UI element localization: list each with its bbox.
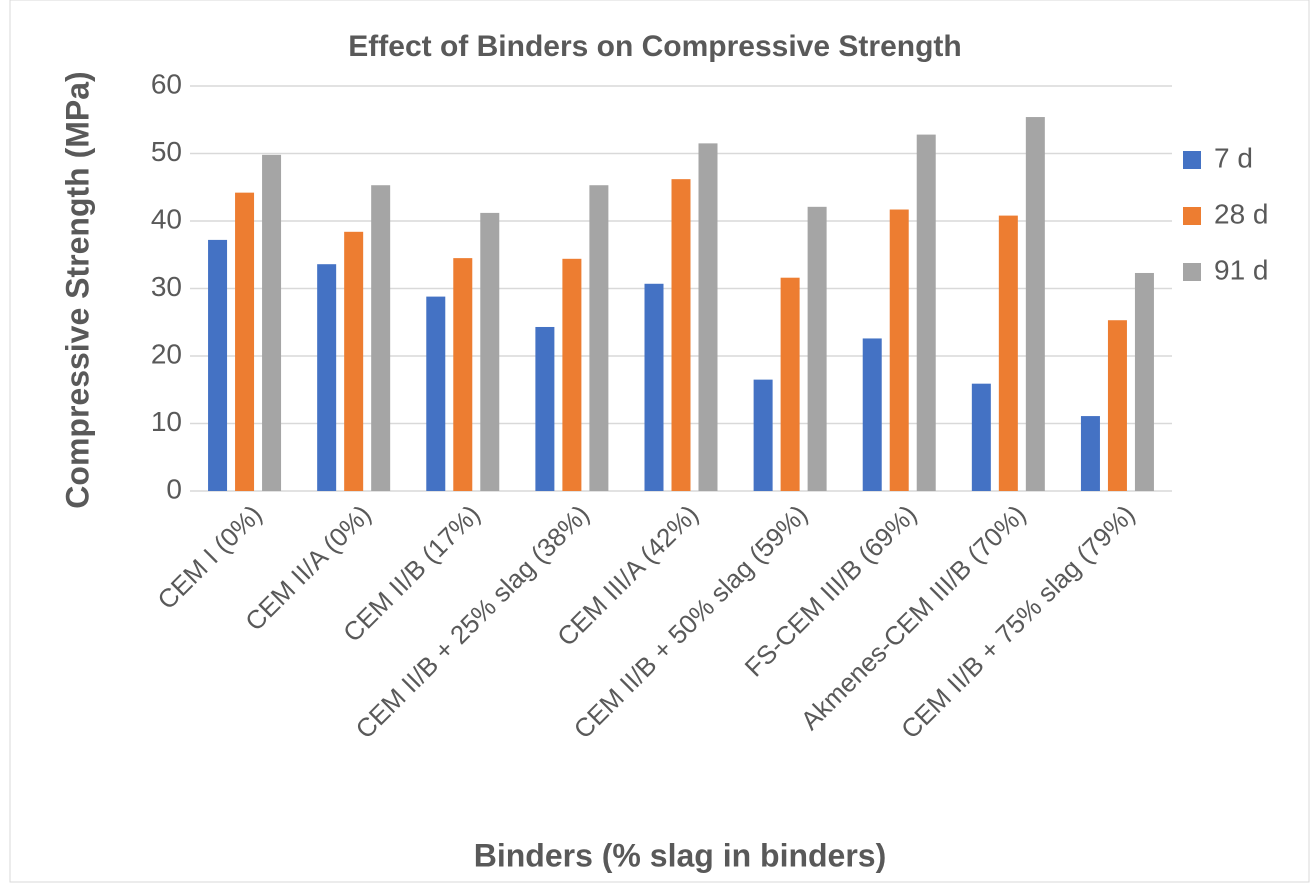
legend-label: 7 d xyxy=(1214,142,1253,173)
bar xyxy=(480,212,500,491)
bar xyxy=(644,283,664,491)
y-tick-label: 60 xyxy=(151,68,182,99)
y-tick-label: 30 xyxy=(151,271,182,302)
legend-swatch xyxy=(1183,151,1201,169)
y-tick-label: 20 xyxy=(151,338,182,369)
bar xyxy=(426,296,446,491)
bar xyxy=(562,258,582,491)
bar xyxy=(753,379,773,491)
y-tick-label: 10 xyxy=(151,406,182,437)
bar xyxy=(1134,272,1154,491)
bar xyxy=(317,264,337,491)
bar xyxy=(916,134,936,491)
bar xyxy=(344,231,364,492)
bar xyxy=(1025,117,1045,492)
legend-swatch xyxy=(1183,263,1201,281)
bar xyxy=(807,206,827,491)
bar xyxy=(862,338,882,491)
bar xyxy=(998,215,1018,491)
bar xyxy=(235,192,255,491)
bar xyxy=(780,277,800,491)
y-tick-label: 0 xyxy=(166,473,182,504)
chart-title: Effect of Binders on Compressive Strengt… xyxy=(348,30,961,63)
bar xyxy=(698,143,718,491)
bar xyxy=(671,179,691,491)
y-tick-label: 40 xyxy=(151,203,182,234)
bar xyxy=(1107,320,1127,491)
legend-label: 91 d xyxy=(1214,254,1269,285)
bar xyxy=(971,383,991,491)
x-axis-title: Binders (% slag in binders) xyxy=(474,837,887,873)
bar xyxy=(208,239,228,491)
bar xyxy=(262,154,282,491)
legend-swatch xyxy=(1183,207,1201,225)
bar xyxy=(453,258,473,491)
bar xyxy=(589,185,609,491)
y-axis-title: Compressive Strength (MPa) xyxy=(59,71,95,508)
bar xyxy=(889,209,909,491)
bar xyxy=(1080,416,1100,491)
y-tick-label: 50 xyxy=(151,136,182,167)
bar xyxy=(371,185,391,491)
bar xyxy=(535,326,555,491)
legend-label: 28 d xyxy=(1214,198,1269,229)
